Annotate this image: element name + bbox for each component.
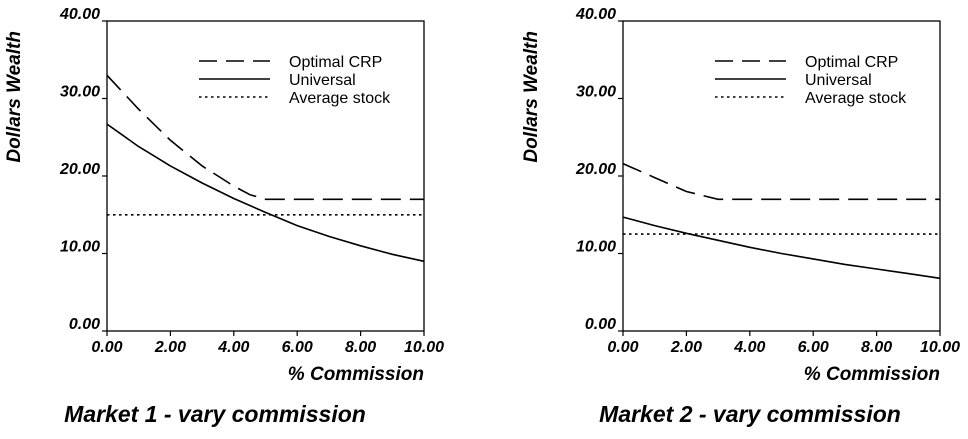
x-tick-label: 10.00 [920, 339, 960, 356]
chart-panel-1: 0.00 2.00 4.00 6.00 8.00 10.00 0.00 10.00 20.00 3… [4, 6, 444, 427]
chart-panel-2: 0.00 2.00 4.00 6.00 8.00 10.00 0.00 10.00 20.00 3… [521, 6, 960, 427]
y-tick-label: 0.00 [585, 316, 616, 333]
y-tick-label: 20.00 [59, 161, 100, 178]
legend-label: Optimal CRP [289, 54, 382, 71]
x-tick-label: 4.00 [733, 339, 765, 356]
x-tick-label: 8.00 [345, 339, 376, 356]
legend-label: Average stock [289, 90, 391, 107]
legend-label: Average stock [805, 90, 907, 107]
y-tick-label: 10.00 [576, 239, 616, 256]
legend-label: Universal [289, 72, 356, 89]
x-axis-title: % Commission [288, 364, 424, 385]
x-tick-label: 4.00 [217, 339, 249, 356]
y-tick-label: 0.00 [69, 316, 100, 333]
x-tick-label: 2.00 [154, 339, 186, 356]
legend-label: Universal [805, 72, 872, 89]
series-line-optimal-crp [106, 74, 424, 201]
y-tick-label: 20.00 [575, 161, 616, 178]
series-line-optimal-crp [622, 162, 940, 201]
series-line-universal [106, 123, 425, 263]
x-tick-label: 0.00 [607, 339, 638, 356]
x-tick-label: 6.00 [798, 339, 829, 356]
y-tick-label: 40.00 [575, 6, 616, 23]
chart-caption: Market 2 - vary commission [599, 401, 901, 427]
x-axis-title: % Commission [804, 364, 940, 385]
y-tick-label: 30.00 [576, 84, 616, 101]
y-axis-title: Dollars Wealth [521, 31, 542, 163]
x-tick-label: 8.00 [861, 339, 892, 356]
y-tick-label: 30.00 [60, 84, 100, 101]
legend-label: Optimal CRP [805, 54, 898, 71]
x-tick-label: 2.00 [670, 339, 702, 356]
x-tick-label: 0.00 [91, 339, 122, 356]
y-tick-label: 40.00 [59, 6, 100, 23]
x-tick-label: 10.00 [404, 339, 444, 356]
y-axis-title: Dollars Wealth [4, 31, 25, 163]
y-tick-label: 10.00 [60, 239, 100, 256]
chart-caption: Market 1 - vary commission [64, 401, 366, 427]
series-line-universal [622, 216, 941, 280]
x-tick-label: 6.00 [282, 339, 313, 356]
